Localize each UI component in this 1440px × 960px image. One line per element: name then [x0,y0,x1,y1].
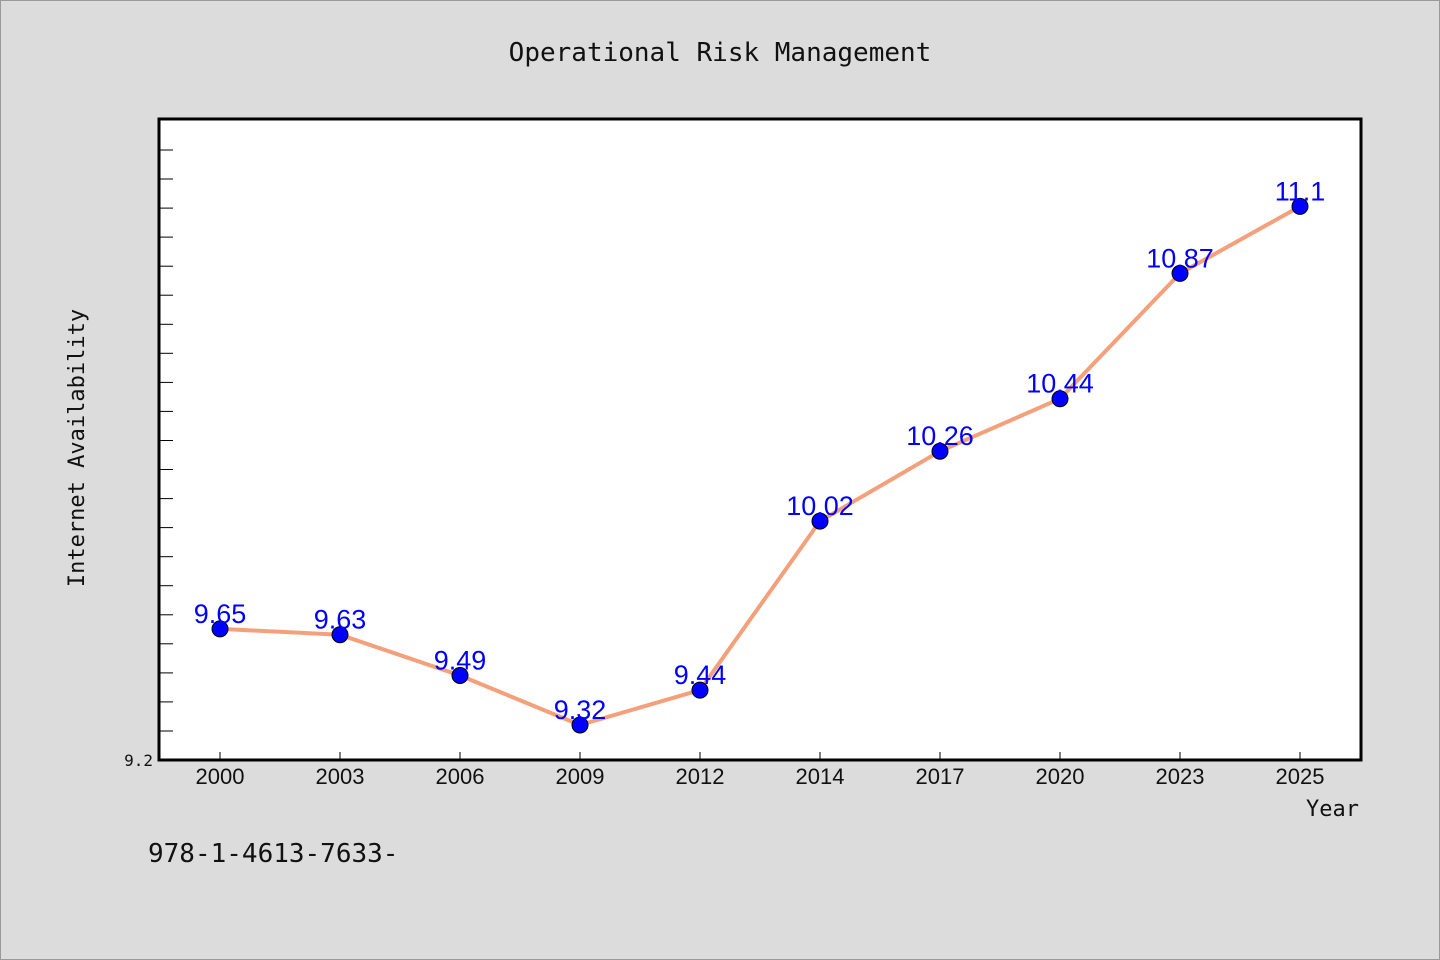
y-tick-label: 9.2 [124,751,153,770]
footer-text: 978-1-4613-7633- [148,839,398,869]
data-point [1051,390,1069,408]
data-point [571,716,589,734]
series-line [219,204,1301,727]
data-label: 9.65 [194,599,247,629]
data-point [1291,197,1309,215]
x-tick-label: 2006 [436,764,485,789]
data-point [451,667,469,684]
x-tick-label: 2000 [196,764,245,789]
data-label: 10.02 [786,491,854,521]
x-axis-ticks: 2000 2003 2006 2009 2012 2014 2017 2020 2023 2025 [196,752,1325,789]
x-tick-label: 2009 [556,764,605,789]
data-markers [211,197,1309,734]
data-point [331,626,349,644]
data-point [811,512,829,530]
x-tick-label: 2003 [316,764,365,789]
y-axis-label: Internet Availability [65,309,90,587]
data-label: 9.63 [314,605,367,635]
x-tick-label: 2012 [676,764,725,789]
data-point [1171,264,1189,282]
x-tick-label: 2017 [916,764,965,789]
x-tick-label: 2014 [796,764,845,789]
x-tick-label: 2020 [1036,764,1085,789]
plot-area [157,117,1363,762]
data-label: 10.26 [906,421,974,451]
chart-title: Operational Risk Management [509,38,932,68]
x-axis-label: Year [1306,797,1359,822]
x-tick-label: 2023 [1156,764,1205,789]
x-tick-label: 2025 [1276,764,1325,789]
data-point [691,681,709,699]
y-axis-ticks [159,149,173,761]
data-label: 11.1 [1275,176,1326,206]
data-labels: 9.65 9.63 9.49 9.32 9.44 10.02 10.26 10.44 10.87… [194,176,1326,725]
data-point [931,442,949,460]
data-label: 9.49 [434,646,487,676]
data-label: 9.32 [554,695,607,725]
data-point [211,620,229,638]
data-label: 9.44 [674,660,727,690]
data-label: 10.44 [1026,369,1094,399]
data-label: 10.87 [1146,243,1214,273]
